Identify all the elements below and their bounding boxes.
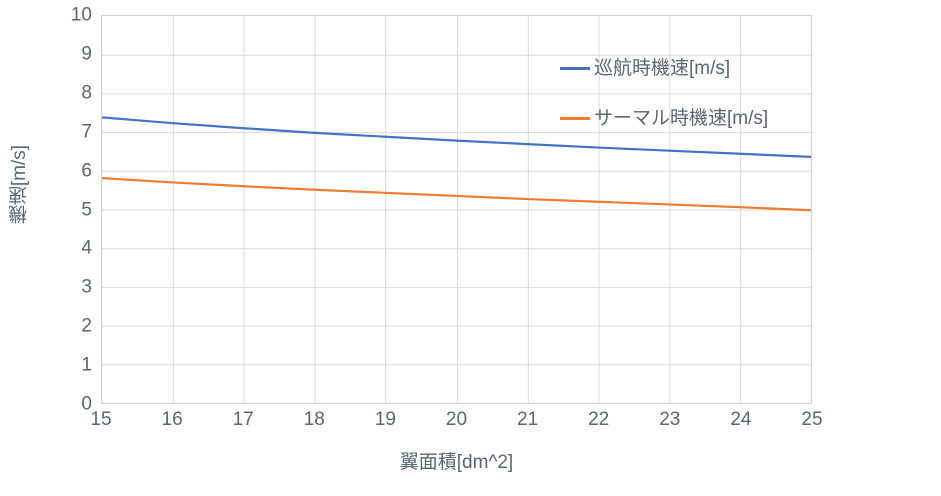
x-tick-label: 17 xyxy=(232,409,254,430)
legend-swatch-thermal xyxy=(560,116,590,120)
x-tick-label: 22 xyxy=(588,409,610,430)
y-tick-label: 0 xyxy=(81,393,92,415)
x-tick-label: 15 xyxy=(90,409,112,430)
y-axis-title: 機速[m/s] xyxy=(9,145,30,225)
x-tick-label: 21 xyxy=(517,409,539,430)
y-tick-label: 2 xyxy=(81,315,92,337)
x-tick-label: 20 xyxy=(445,409,468,430)
y-tick-label: 4 xyxy=(81,237,92,259)
x-axis-title: 翼面積[dm^2] xyxy=(399,452,514,473)
x-tick-label: 16 xyxy=(161,409,183,430)
x-tick-label: 24 xyxy=(730,409,752,430)
x-tick-label: 19 xyxy=(374,409,396,430)
series-lines xyxy=(102,116,811,212)
y-tick-label: 10 xyxy=(70,4,92,26)
x-axis-ticks: 15 16 17 18 19 20 21 22 23 24 25 xyxy=(90,409,822,438)
y-tick-label: 6 xyxy=(81,160,92,182)
series-line-1 xyxy=(102,177,811,212)
x-tick-label: 23 xyxy=(659,409,681,430)
legend-label-cruise: 巡航時機速[m/s] xyxy=(594,57,731,79)
y-tick-label: 3 xyxy=(81,276,92,298)
legend-swatch-cruise xyxy=(560,66,590,70)
y-tick-label: 5 xyxy=(81,199,92,220)
plot-area xyxy=(101,15,812,404)
y-tick-label: 8 xyxy=(81,82,92,104)
x-tick-label: 18 xyxy=(303,409,325,430)
legend-label-thermal: サーマル時機速[m/s] xyxy=(594,107,769,129)
gridlines xyxy=(102,16,811,403)
legend-entry-cruise: 巡航時機速[m/s] xyxy=(560,43,810,93)
y-tick-label: 1 xyxy=(81,354,92,376)
y-tick-label: 7 xyxy=(81,121,92,143)
chart-legend: 巡航時機速[m/s] サーマル時機速[m/s] xyxy=(560,43,810,143)
y-axis-ticks: 0 1 2 3 4 5 6 7 8 9 10 xyxy=(0,6,92,414)
legend-entry-thermal: サーマル時機速[m/s] xyxy=(560,93,810,143)
y-tick-label: 9 xyxy=(81,43,92,65)
series-line-0 xyxy=(102,116,811,158)
x-tick-label: 25 xyxy=(801,409,823,430)
